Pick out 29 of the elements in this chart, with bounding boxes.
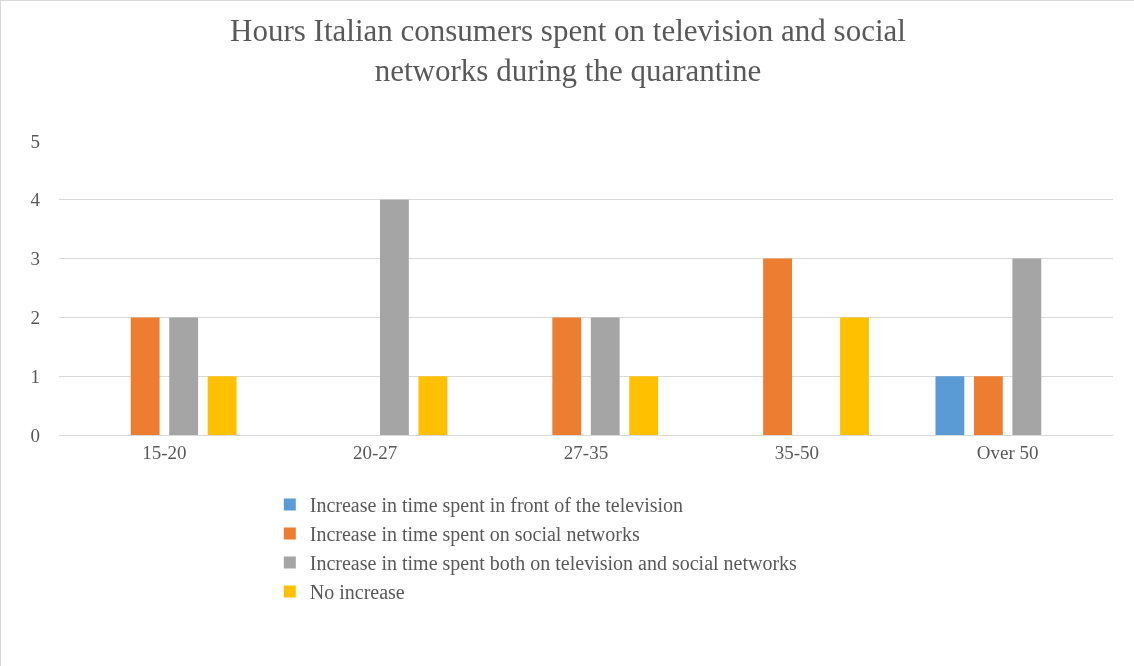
bar (590, 317, 620, 435)
legend-label: Increase in time spent in front of the television (309, 494, 684, 518)
bar (840, 317, 869, 435)
x-tick-label: 35-50 (774, 441, 819, 463)
bar (973, 376, 1003, 435)
bar (207, 376, 237, 435)
bar (380, 199, 409, 435)
bar (629, 376, 659, 435)
y-tick-label: 2 (30, 307, 40, 329)
x-tick-label: Over 50 (976, 441, 1039, 463)
y-tick-label: 3 (30, 248, 40, 270)
bar (763, 258, 792, 435)
y-tick-label: 4 (30, 189, 41, 211)
legend-label: No increase (309, 581, 405, 604)
y-tick-label: 0 (30, 424, 40, 446)
bar (552, 317, 582, 435)
x-tick-label: 15-20 (142, 441, 187, 463)
bar (169, 317, 199, 435)
chart-title: Hours Italian consumers spent on television and social networks during the quarantine (230, 12, 906, 89)
y-tick-label: 5 (30, 130, 40, 152)
bar (935, 376, 965, 435)
legend-label: Increase in time spent on social networks (309, 523, 640, 547)
bar (1012, 258, 1042, 435)
bar (418, 376, 448, 435)
legend-label: Increase in time spent both on television and social networks (309, 552, 798, 576)
y-tick-label: 1 (30, 365, 40, 387)
bar (130, 317, 160, 435)
x-tick-label: 27-35 (563, 441, 609, 463)
x-tick-label: 20-27 (353, 441, 398, 463)
